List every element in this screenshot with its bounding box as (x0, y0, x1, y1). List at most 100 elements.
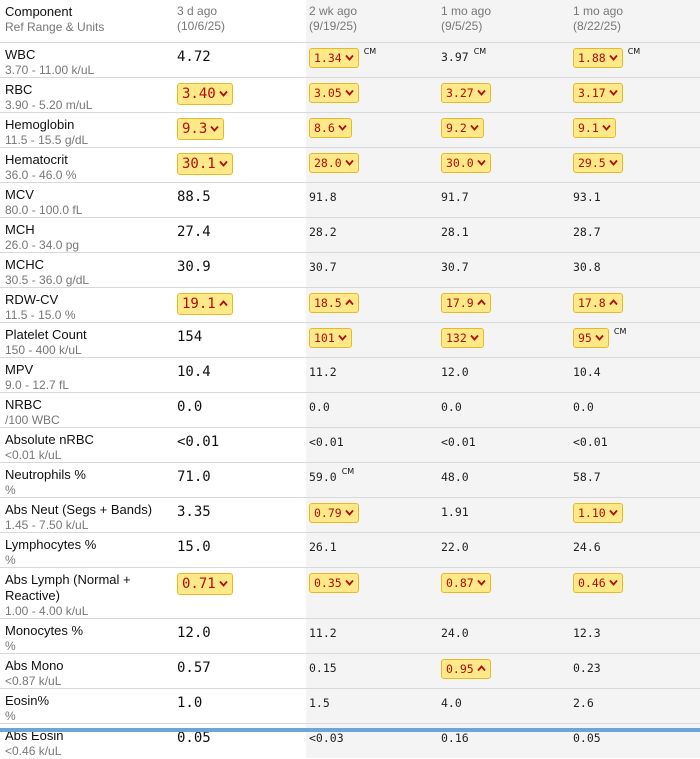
abnormal-low-flag[interactable]: 9.3 (177, 118, 225, 140)
result-value[interactable]: 1.5 (309, 696, 330, 710)
result-value[interactable]: <0.01 (177, 434, 220, 450)
component-name[interactable]: Abs Neut (Segs + Bands) (5, 502, 153, 517)
result-value[interactable]: 30.7 (441, 260, 469, 274)
result-value[interactable]: 88.5 (177, 189, 211, 205)
result-value[interactable]: 4.0 (441, 696, 462, 710)
abnormal-low-flag[interactable]: 0.87 (441, 573, 491, 593)
result-value[interactable]: 12.0 (177, 625, 211, 641)
result-value[interactable]: 15.0 (177, 539, 211, 555)
abnormal-low-flag[interactable]: 3.05 (309, 83, 359, 103)
component-name[interactable]: RBC (5, 82, 33, 97)
result-value[interactable]: 0.15 (309, 661, 337, 675)
component-name[interactable]: WBC (5, 47, 36, 62)
result-value[interactable]: 0.57 (177, 660, 211, 676)
column-header-3[interactable]: 1 mo ago (9/5/25) (441, 4, 492, 33)
result-value[interactable]: 2.6 (573, 696, 594, 710)
result-value[interactable]: 58.7 (573, 470, 601, 484)
component-name[interactable]: NRBC (5, 397, 42, 412)
comment-indicator[interactable]: CM (363, 47, 377, 56)
component-name[interactable]: MCH (5, 222, 35, 237)
component-name[interactable]: Hematocrit (5, 152, 68, 167)
component-name[interactable]: Lymphocytes % (5, 537, 97, 552)
result-value[interactable]: 71.0 (177, 469, 211, 485)
abnormal-low-flag[interactable]: 3.27 (441, 83, 491, 103)
abnormal-high-flag[interactable]: 18.5 (309, 293, 359, 313)
abnormal-low-flag[interactable]: 95 (573, 328, 609, 348)
abnormal-low-flag[interactable]: 101 (309, 328, 352, 348)
result-value[interactable]: 91.8 (309, 190, 337, 204)
result-value[interactable]: 28.1 (441, 225, 469, 239)
result-value[interactable]: <0.03 (309, 731, 344, 745)
abnormal-low-flag[interactable]: 8.6 (309, 118, 352, 138)
abnormal-low-flag[interactable]: 0.35 (309, 573, 359, 593)
result-value[interactable]: 154 (177, 329, 203, 345)
result-value[interactable]: 59.0 (309, 470, 337, 484)
result-value[interactable]: 3.35 (177, 504, 211, 520)
component-name[interactable]: Hemoglobin (5, 117, 75, 132)
result-value[interactable]: 28.2 (309, 225, 337, 239)
component-name[interactable]: MPV (5, 362, 34, 377)
result-value[interactable]: 27.4 (177, 224, 211, 240)
abnormal-low-flag[interactable]: 9.1 (573, 118, 616, 138)
result-value[interactable]: 3.97 (441, 50, 469, 64)
component-name[interactable]: Abs Mono (5, 658, 64, 673)
abnormal-high-flag[interactable]: 17.9 (441, 293, 491, 313)
result-value[interactable]: 48.0 (441, 470, 469, 484)
result-value[interactable]: 0.05 (177, 730, 211, 746)
abnormal-low-flag[interactable]: 1.88 (573, 48, 623, 68)
abnormal-low-flag[interactable]: 1.34 (309, 48, 359, 68)
result-value[interactable]: 11.2 (309, 626, 337, 640)
abnormal-low-flag[interactable]: 0.46 (573, 573, 623, 593)
result-value[interactable]: 30.8 (573, 260, 601, 274)
abnormal-low-flag[interactable]: 30.0 (441, 153, 491, 173)
abnormal-low-flag[interactable]: 1.10 (573, 503, 623, 523)
result-value[interactable]: 0.16 (441, 731, 469, 745)
component-name[interactable]: MCHC (5, 257, 44, 272)
column-header-4[interactable]: 1 mo ago (8/22/25) (573, 4, 624, 33)
abnormal-low-flag[interactable]: 132 (441, 328, 484, 348)
comment-indicator[interactable]: CM (627, 47, 641, 56)
column-header-1[interactable]: 3 d ago (10/6/25) (177, 4, 226, 33)
result-value[interactable]: 30.9 (177, 259, 211, 275)
component-name[interactable]: Eosin% (5, 693, 50, 708)
abnormal-low-flag[interactable]: 28.0 (309, 153, 359, 173)
abnormal-low-flag[interactable]: 29.5 (573, 153, 623, 173)
abnormal-low-flag[interactable]: 0.71 (177, 573, 233, 595)
result-value[interactable]: 12.0 (441, 365, 469, 379)
result-value[interactable]: 0.0 (573, 400, 594, 414)
component-name[interactable]: MCV (5, 187, 34, 202)
result-value[interactable]: 28.7 (573, 225, 601, 239)
result-value[interactable]: 22.0 (441, 540, 469, 554)
result-value[interactable]: 0.23 (573, 661, 601, 675)
result-value[interactable]: 1.91 (441, 505, 469, 519)
result-value[interactable]: 26.1 (309, 540, 337, 554)
result-value[interactable]: 10.4 (177, 364, 211, 380)
result-value[interactable]: 0.0 (309, 400, 330, 414)
result-value[interactable]: <0.01 (573, 435, 608, 449)
comment-indicator[interactable]: CM (613, 327, 627, 336)
component-name[interactable]: RDW-CV (5, 292, 59, 307)
abnormal-low-flag[interactable]: 9.2 (441, 118, 484, 138)
result-value[interactable]: 0.0 (177, 399, 203, 415)
result-value[interactable]: 12.3 (573, 626, 601, 640)
component-name[interactable]: Absolute nRBC (5, 432, 94, 447)
abnormal-low-flag[interactable]: 3.40 (177, 83, 233, 105)
result-value[interactable]: 93.1 (573, 190, 601, 204)
result-value[interactable]: 1.0 (177, 695, 203, 711)
result-value[interactable]: 30.7 (309, 260, 337, 274)
abnormal-low-flag[interactable]: 0.79 (309, 503, 359, 523)
result-value[interactable]: 91.7 (441, 190, 469, 204)
component-name[interactable]: Abs Lymph (Normal + Reactive) (5, 572, 131, 603)
result-value[interactable]: 4.72 (177, 49, 211, 65)
result-value[interactable]: 24.0 (441, 626, 469, 640)
comment-indicator[interactable]: CM (341, 467, 355, 476)
comment-indicator[interactable]: CM (473, 47, 487, 56)
abnormal-low-flag[interactable]: 3.17 (573, 83, 623, 103)
abnormal-low-flag[interactable]: 30.1 (177, 153, 233, 175)
component-name[interactable]: Monocytes % (5, 623, 84, 638)
component-name[interactable]: Platelet Count (5, 327, 87, 342)
result-value[interactable]: 0.05 (573, 731, 601, 745)
result-value[interactable]: 10.4 (573, 365, 601, 379)
result-value[interactable]: 24.6 (573, 540, 601, 554)
result-value[interactable]: 0.0 (441, 400, 462, 414)
